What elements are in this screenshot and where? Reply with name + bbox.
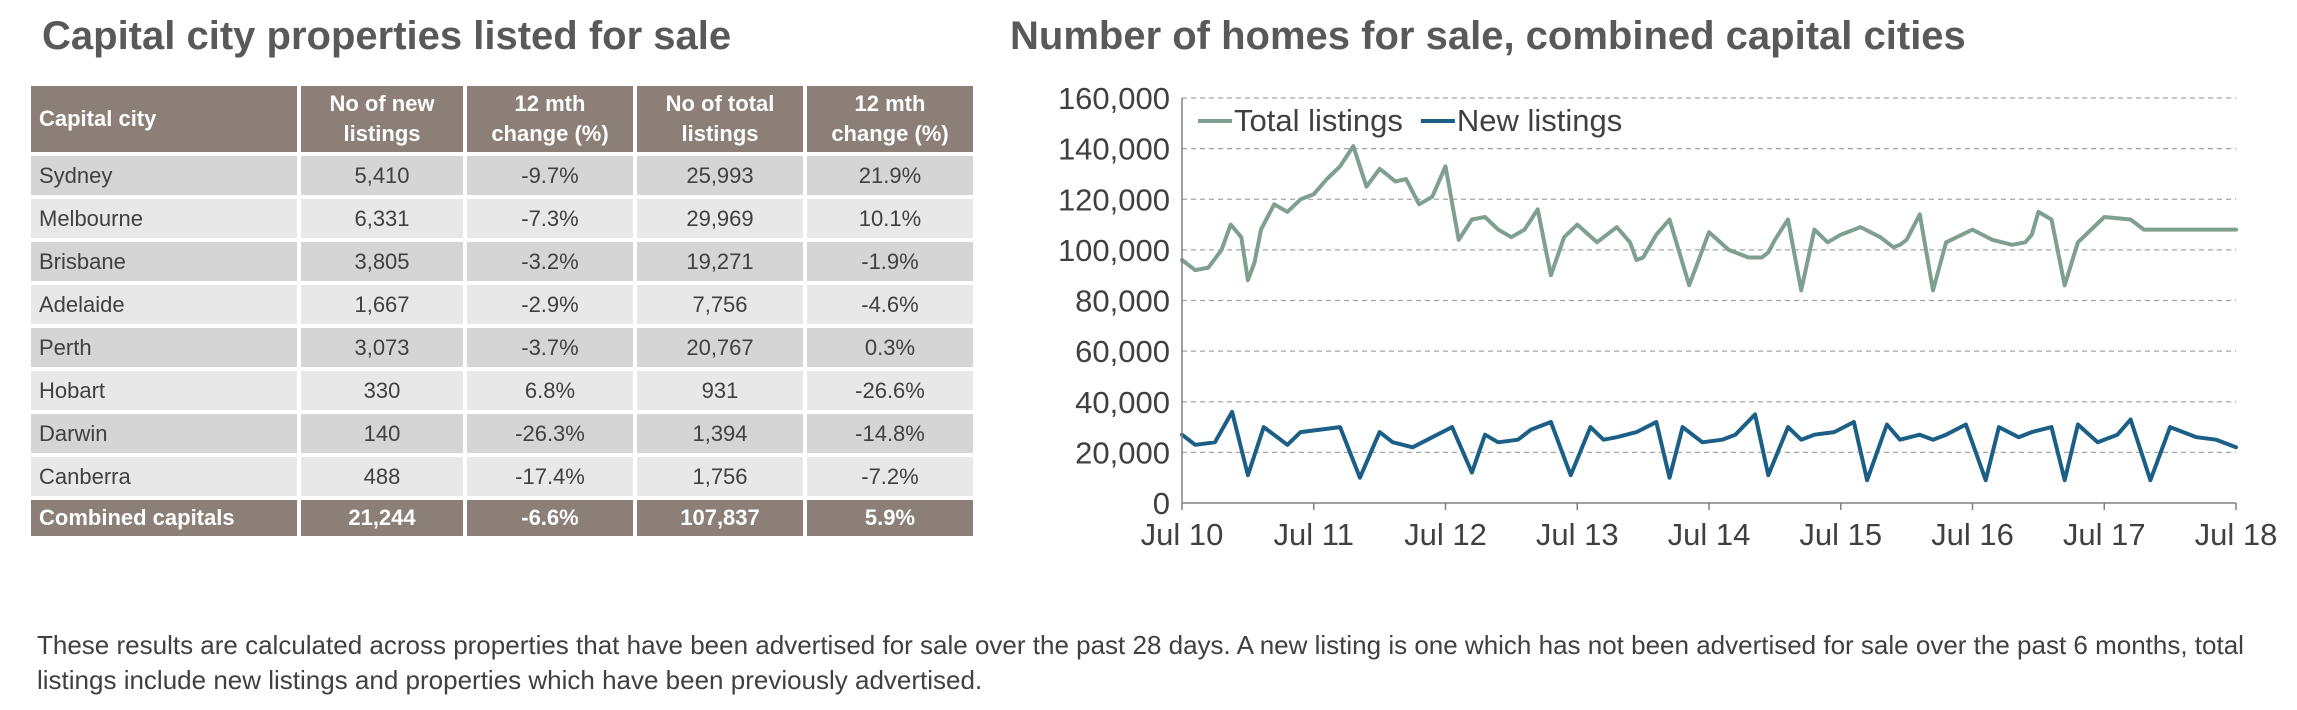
table-total-row: Combined capitals 21,244 -6.6% 107,837 5… (31, 500, 973, 536)
x-tick-label: Jul 11 (1274, 517, 1354, 552)
new-listings-cell: 1,667 (301, 285, 463, 324)
city-cell: Melbourne (31, 199, 297, 238)
x-tick-label: Jul 16 (1931, 517, 2014, 552)
new-change-cell: -2.9% (467, 285, 633, 324)
table-row: Darwin 140 -26.3% 1,394 -14.8% (31, 414, 973, 453)
total-listings-cell: 19,271 (637, 242, 803, 281)
new-change-cell: -17.4% (467, 457, 633, 496)
total-listings-cell: 25,993 (637, 156, 803, 195)
listings-line-chart: 0 20,000 40,000 60,000 80,000 100,000 120,000 1… (1058, 81, 2277, 552)
new-change-cell: -7.3% (467, 199, 633, 238)
y-tick-label: 20,000 (1075, 435, 1170, 470)
table-row: Brisbane 3,805 -3.2% 19,271 -1.9% (31, 242, 973, 281)
series-layer (1180, 144, 2238, 483)
new-listings-cell: 6,331 (301, 199, 463, 238)
new-listings-cell: 140 (301, 414, 463, 453)
table-row: Melbourne 6,331 -7.3% 29,969 10.1% (31, 199, 973, 238)
total-change-cell: -7.2% (807, 457, 973, 496)
new-change-cell: -26.3% (467, 414, 633, 453)
total-total-listings-cell: 107,837 (637, 500, 803, 536)
header-new-change: 12 mth change (%) (467, 86, 633, 152)
city-cell: Hobart (31, 371, 297, 410)
new-change-cell: -3.7% (467, 328, 633, 367)
new-change-cell: -9.7% (467, 156, 633, 195)
new-change-cell: -3.2% (467, 242, 633, 281)
city-cell: Canberra (31, 457, 297, 496)
table-header-row: Capital city No of new listings 12 mth c… (31, 86, 973, 152)
total-total-change-cell: 5.9% (807, 500, 973, 536)
y-tick-label: 100,000 (1058, 233, 1170, 268)
x-tick-label: Jul 12 (1404, 517, 1487, 552)
header-total-change: 12 mth change (%) (807, 86, 973, 152)
new-listings-cell: 488 (301, 457, 463, 496)
table-title: Capital city properties listed for sale (42, 14, 732, 58)
listings-table: Capital city No of new listings 12 mth c… (27, 82, 977, 540)
total-new-change-cell: -6.6% (467, 500, 633, 536)
x-tick-label: Jul 18 (2195, 517, 2278, 552)
header-total-listings: No of total listings (637, 86, 803, 152)
chart-legend: Total listings New listings (1198, 103, 1622, 138)
y-tick-label: 0 (1153, 486, 1170, 521)
table-row: Canberra 488 -17.4% 1,756 -7.2% (31, 457, 973, 496)
x-tick-label: Jul 13 (1536, 517, 1619, 552)
footnote: These results are calculated across prop… (37, 630, 2244, 695)
new-listings-cell: 3,073 (301, 328, 463, 367)
header-new-listings: No of new listings (301, 86, 463, 152)
y-tick-label: 160,000 (1058, 81, 1170, 116)
y-tick-label: 80,000 (1075, 284, 1170, 319)
total-new-listings-cell: 21,244 (301, 500, 463, 536)
total-change-cell: -26.6% (807, 371, 973, 410)
total-change-cell: 0.3% (807, 328, 973, 367)
y-tick-label: 60,000 (1075, 334, 1170, 369)
city-cell: Brisbane (31, 242, 297, 281)
header-capital-city: Capital city (31, 86, 297, 152)
total-label-cell: Combined capitals (31, 500, 297, 536)
new-listings-cell: 3,805 (301, 242, 463, 281)
total-listings-cell: 1,394 (637, 414, 803, 453)
total-listings-cell: 931 (637, 371, 803, 410)
new-listings-cell: 330 (301, 371, 463, 410)
x-tick-label: Jul 17 (2063, 517, 2146, 552)
total-listings-cell: 7,756 (637, 285, 803, 324)
new-listings-cell: 5,410 (301, 156, 463, 195)
city-cell: Adelaide (31, 285, 297, 324)
chart-title: Number of homes for sale, combined capit… (1010, 14, 1966, 58)
table-row: Adelaide 1,667 -2.9% 7,756 -4.6% (31, 285, 973, 324)
table-row: Hobart 330 6.8% 931 -26.6% (31, 371, 973, 410)
city-cell: Sydney (31, 156, 297, 195)
city-cell: Darwin (31, 414, 297, 453)
new-listings-line (1180, 409, 2238, 483)
legend-new-listings-label: New listings (1457, 103, 1622, 138)
total-change-cell: 21.9% (807, 156, 973, 195)
y-tick-label: 120,000 (1058, 182, 1170, 217)
total-listings-cell: 20,767 (637, 328, 803, 367)
total-change-cell: -14.8% (807, 414, 973, 453)
x-tick-label: Jul 15 (1799, 517, 1882, 552)
total-listings-cell: 29,969 (637, 199, 803, 238)
grid-layer (1182, 97, 2236, 454)
table-row: Perth 3,073 -3.7% 20,767 0.3% (31, 328, 973, 367)
legend-total-listings-label: Total listings (1234, 103, 1403, 138)
new-change-cell: 6.8% (467, 371, 633, 410)
axis-layer: 0 20,000 40,000 60,000 80,000 100,000 120,000 1… (1058, 81, 2277, 552)
x-tick-label: Jul 14 (1668, 517, 1751, 552)
total-listings-cell: 1,756 (637, 457, 803, 496)
y-tick-label: 40,000 (1075, 385, 1170, 420)
y-tick-label: 140,000 (1058, 132, 1170, 167)
table-row: Sydney 5,410 -9.7% 25,993 21.9% (31, 156, 973, 195)
total-change-cell: -1.9% (807, 242, 973, 281)
x-tick-label: Jul 10 (1141, 517, 1224, 552)
total-change-cell: 10.1% (807, 199, 973, 238)
total-change-cell: -4.6% (807, 285, 973, 324)
city-cell: Perth (31, 328, 297, 367)
total-listings-line (1180, 144, 2238, 293)
